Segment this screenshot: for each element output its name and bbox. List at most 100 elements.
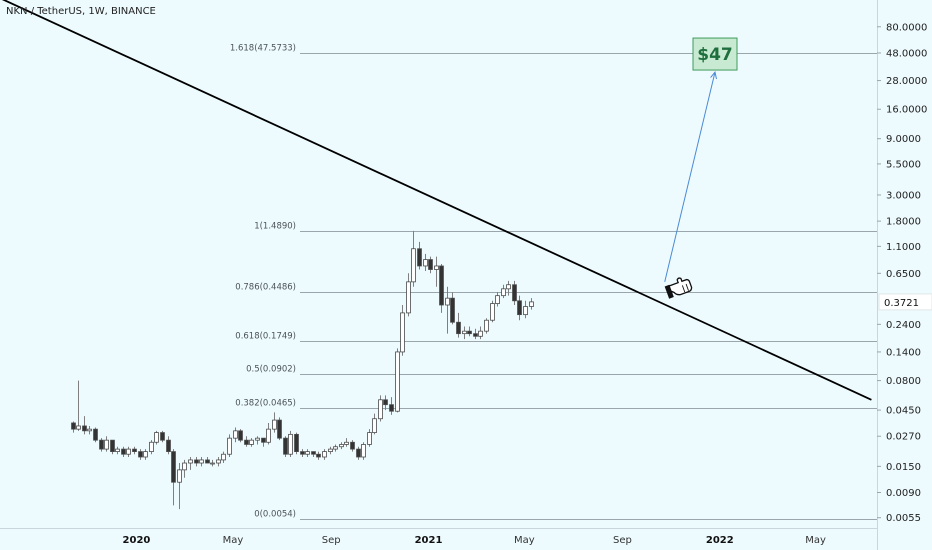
candle-body-down xyxy=(417,248,422,267)
candle-body-down xyxy=(132,448,137,453)
candle-body-down xyxy=(121,448,126,455)
candle xyxy=(238,429,243,443)
candle xyxy=(216,456,221,467)
hand-finger-line xyxy=(685,283,689,291)
candle xyxy=(99,438,104,452)
candle xyxy=(517,295,522,321)
time-axis[interactable]: 2020 May Sep 2021 May Sep 2022 May xyxy=(123,535,826,546)
fib-level-label: 0.5(0.0902) xyxy=(246,365,296,375)
candle-body-up xyxy=(523,306,528,316)
candle-body-up xyxy=(216,459,221,464)
candle-body-up xyxy=(177,469,182,483)
candle-body-up xyxy=(372,418,377,433)
projection-arrow-head xyxy=(710,71,717,80)
candle-body-up xyxy=(328,448,333,453)
candle-body-up xyxy=(495,295,500,304)
candle xyxy=(182,459,187,478)
candle-body-down xyxy=(517,300,522,316)
candle xyxy=(484,318,489,334)
candle-body-up xyxy=(233,430,238,439)
candle-body-up xyxy=(227,437,232,455)
candle-body-up xyxy=(126,448,131,455)
candle-body-down xyxy=(82,425,87,432)
candle xyxy=(400,305,405,356)
target-price-box[interactable]: $47 xyxy=(692,37,738,71)
candle-body-down xyxy=(383,399,388,406)
price-tick-label: 0.0270 xyxy=(886,432,921,443)
candle xyxy=(467,326,472,337)
candle xyxy=(523,300,528,319)
fibonacci-retracement[interactable]: 1.618(47.5733) 1(1.4890) 0.786(0.4486) 0.61… xyxy=(230,44,877,520)
candle xyxy=(389,397,394,415)
price-tick-label: 0.0150 xyxy=(886,462,921,473)
candle xyxy=(316,451,321,460)
candle-body-up xyxy=(104,439,109,450)
candle-body-up xyxy=(501,288,506,297)
time-tick-label: 2022 xyxy=(706,535,734,546)
candle xyxy=(160,430,165,443)
time-tick-label: Sep xyxy=(322,535,341,546)
candle-body-up xyxy=(87,428,92,432)
descending-trendline[interactable] xyxy=(0,0,872,401)
candle xyxy=(356,446,361,460)
candle-body-down xyxy=(171,451,176,483)
candle-body-up xyxy=(182,462,187,471)
candle xyxy=(322,449,327,460)
candle xyxy=(149,440,154,455)
candle xyxy=(288,430,293,457)
candle xyxy=(126,446,131,457)
price-axis[interactable]: 80.0000 48.0000 28.0000 16.0000 9.0000 5.5000… xyxy=(877,22,932,524)
candle xyxy=(417,241,422,270)
candle xyxy=(328,446,333,455)
candle xyxy=(244,436,249,447)
candle xyxy=(395,348,400,413)
candle xyxy=(311,451,316,457)
candle xyxy=(305,449,310,457)
candle-body-down xyxy=(389,404,394,412)
candle xyxy=(255,436,260,445)
price-tick-label: 16.0000 xyxy=(886,105,927,116)
candle-body-down xyxy=(110,439,115,453)
candle xyxy=(495,292,500,307)
candle-body-up xyxy=(76,425,81,430)
candle xyxy=(266,422,271,445)
price-tick-label: 0.2400 xyxy=(886,320,921,331)
projection-arrow-line[interactable] xyxy=(664,72,716,282)
candle xyxy=(361,442,366,460)
current-price-bg xyxy=(878,293,932,311)
time-tick-label: May xyxy=(223,535,244,546)
candle-body-up xyxy=(288,433,293,455)
price-tick-label: 0.1400 xyxy=(886,347,921,358)
candle-body-down xyxy=(356,448,361,458)
candle xyxy=(154,430,159,445)
candle-body-down xyxy=(512,284,517,302)
candle-body-down xyxy=(294,433,299,453)
candle-body-down xyxy=(350,441,355,450)
candle-body-down xyxy=(99,439,104,450)
candle xyxy=(132,446,137,455)
candle xyxy=(428,256,433,274)
candle xyxy=(283,436,288,457)
candle xyxy=(138,449,143,460)
candle-body-down xyxy=(439,265,444,306)
time-tick-label: 2020 xyxy=(123,535,151,546)
candle xyxy=(344,438,349,447)
candlestick-series xyxy=(71,230,534,510)
candle xyxy=(506,280,511,296)
candle-body-down xyxy=(93,428,98,441)
candle xyxy=(115,446,120,455)
candle-body-down xyxy=(166,439,171,453)
candle xyxy=(233,427,238,443)
candle xyxy=(194,456,199,467)
candle-body-down xyxy=(160,432,165,441)
candle-body-down xyxy=(194,459,199,464)
candle-body-up xyxy=(400,312,405,353)
fib-level-label: 0.618(0.1749) xyxy=(235,332,296,342)
candle xyxy=(93,427,98,443)
price-tick-label: 3.0000 xyxy=(886,190,921,201)
price-tick-label: 0.0055 xyxy=(886,513,921,524)
candle-body-up xyxy=(266,428,271,443)
candle xyxy=(121,446,126,457)
